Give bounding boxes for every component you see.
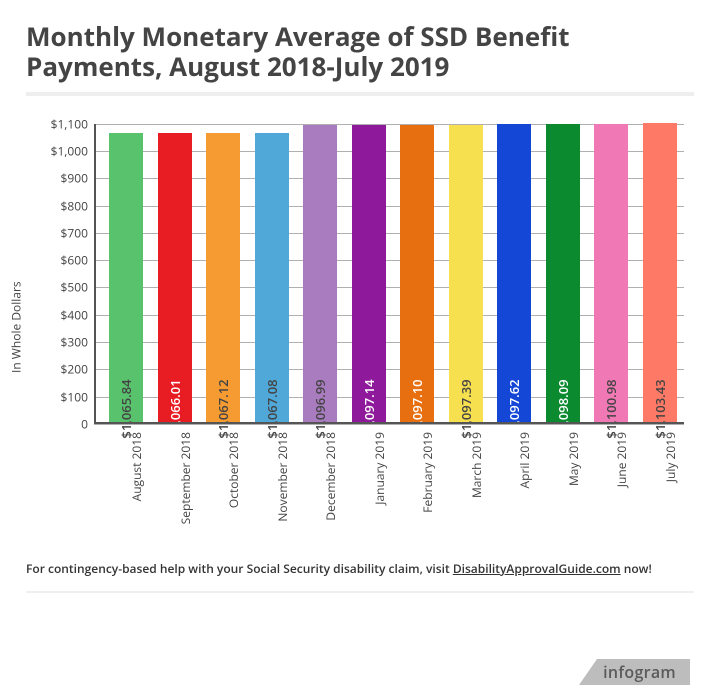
plot-region: 0$100$200$300$400$500$600$700$800$900$1,… <box>94 124 684 424</box>
bar-slot: $1,097.10February 2019 <box>393 124 442 424</box>
brand-badge-arrow <box>579 659 597 685</box>
x-tick-label: December 2018 <box>320 424 339 521</box>
x-axis <box>94 422 684 424</box>
bar-slot: $1,097.14January 2019 <box>345 124 394 424</box>
y-axis-label: In Whole Dollars <box>8 281 25 373</box>
bar-slot: $1,065.84August 2018 <box>102 124 151 424</box>
bar: $1,067.12 <box>206 133 240 424</box>
y-tick-label: $800 <box>61 197 94 214</box>
bar-slot: $1,098.09May 2019 <box>539 124 588 424</box>
bar-slot: $1,096.99December 2018 <box>296 124 345 424</box>
bar: $1,098.09 <box>546 124 580 423</box>
bar-slot: $1,100.98June 2019 <box>587 124 636 424</box>
chart-title: Monthly Monetary Average of SSD Benefit … <box>26 22 694 82</box>
brand-badge-label: infogram <box>597 659 690 685</box>
bar: $1,065.84 <box>109 133 143 424</box>
x-tick-label: September 2018 <box>175 424 194 524</box>
y-tick-label: $1,000 <box>51 143 94 160</box>
x-tick-label: May 2019 <box>563 424 582 486</box>
bar: $1,097.10 <box>400 125 434 424</box>
chart-area: In Whole Dollars 0$100$200$300$400$500$6… <box>26 124 694 544</box>
bar: $1,096.99 <box>303 125 337 424</box>
bar-slot: $1,097.62April 2019 <box>490 124 539 424</box>
bar: $1,100.98 <box>594 124 628 424</box>
x-tick-label: February 2019 <box>417 424 436 513</box>
x-tick-label: April 2019 <box>514 424 533 488</box>
bar: $1,097.39 <box>449 125 483 424</box>
x-tick-label: March 2019 <box>466 424 485 498</box>
divider-top <box>26 92 694 96</box>
bar-slot: $1,067.12October 2018 <box>199 124 248 424</box>
x-tick-label: October 2018 <box>223 424 242 508</box>
x-tick-label: January 2019 <box>369 424 388 505</box>
y-tick-label: $500 <box>61 279 94 296</box>
y-tick-label: $700 <box>61 224 94 241</box>
caption-text-suffix: now! <box>621 560 652 577</box>
caption-text-prefix: For contingency-based help with your Soc… <box>26 560 453 577</box>
bar: $1,066.01 <box>158 133 192 424</box>
bar-slot: $1,097.39March 2019 <box>442 124 491 424</box>
y-axis <box>94 124 96 424</box>
bar-slot: $1,067.08November 2018 <box>248 124 297 424</box>
y-tick-label: $400 <box>61 306 94 323</box>
bar: $1,097.62 <box>497 124 531 423</box>
bar-slot: $1,103.43July 2019 <box>636 124 685 424</box>
bars-container: $1,065.84August 2018$1,066.01September 2… <box>94 124 684 424</box>
caption: For contingency-based help with your Soc… <box>26 560 694 577</box>
x-tick-label: July 2019 <box>660 424 679 482</box>
y-tick-label: 0 <box>81 415 94 432</box>
bar: $1,067.08 <box>255 133 289 424</box>
bar-slot: $1,066.01September 2018 <box>151 124 200 424</box>
y-tick-label: $1,100 <box>51 115 94 132</box>
y-tick-label: $200 <box>61 361 94 378</box>
x-tick-label: August 2018 <box>126 424 145 501</box>
bar: $1,097.14 <box>352 125 386 424</box>
x-tick-label: June 2019 <box>611 424 630 487</box>
x-tick-label: November 2018 <box>272 424 291 522</box>
y-tick-label: $900 <box>61 170 94 187</box>
y-tick-label: $100 <box>61 388 94 405</box>
caption-link[interactable]: DisabilityApprovalGuide.com <box>453 560 621 577</box>
divider-bottom <box>26 591 694 593</box>
y-tick-label: $600 <box>61 252 94 269</box>
brand-badge[interactable]: infogram <box>579 659 690 685</box>
y-tick-label: $300 <box>61 333 94 350</box>
bar: $1,103.43 <box>643 123 677 424</box>
